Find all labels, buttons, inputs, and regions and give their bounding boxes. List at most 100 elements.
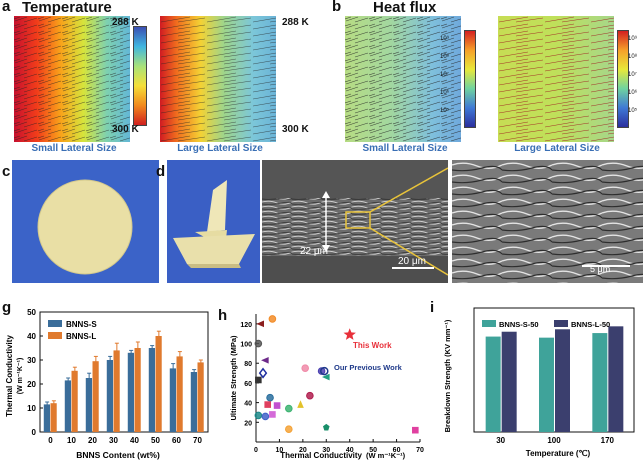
temperature-colorbar-left-bottom-label: 300 K (112, 124, 139, 135)
g-bar-0-3 (106, 360, 113, 432)
g-bar-0-5 (148, 348, 155, 432)
i-xtick-label-1: 100 (547, 436, 561, 445)
h-point-1 (268, 315, 277, 323)
heatflux-colorbar-right (617, 30, 629, 128)
i-xlabel: Temperature (℃) (526, 449, 591, 458)
heatflux-tick-right-4: 10⁵ (628, 108, 638, 114)
h-this-work-label: This Work (353, 341, 392, 350)
h-point-9 (254, 411, 263, 420)
h-ytick-label-6: 120 (240, 322, 252, 329)
chart-h: Ultimate Strength (MPa) Thermal Conducti… (229, 314, 424, 460)
g-bar-0-4 (127, 352, 134, 432)
g-ytick-label-0: 0 (32, 428, 37, 437)
g-legend-swatch-1 (48, 332, 62, 339)
temperature-caption-large: Large Lateral Size (177, 143, 263, 154)
g-legend-swatch-0 (48, 320, 62, 327)
h-xtick-label-4: 40 (346, 447, 354, 454)
sem-zoom (452, 160, 643, 283)
sem-cross-section-svg (262, 160, 448, 283)
temperature-colorbar-top-label: 288 K (282, 17, 309, 28)
panel-label-d: d (156, 163, 166, 180)
i-bar-1-0 (501, 331, 517, 432)
g-xtick-label-2: 20 (88, 436, 97, 445)
g-bar-1-0 (50, 403, 57, 432)
photo-boat-svg (173, 180, 255, 268)
temperature-map-large-svg (160, 16, 276, 142)
h-point-15 (301, 364, 309, 372)
i-bar-1-2 (608, 326, 624, 432)
h-point-13 (285, 425, 293, 433)
g-ylabel-unit: (W m⁻¹K⁻¹) (17, 358, 24, 395)
g-xtick-label-4: 40 (130, 436, 139, 445)
h-point-4 (258, 367, 268, 379)
temperature-map-small-svg (14, 16, 130, 142)
g-xtick-label-7: 70 (193, 436, 202, 445)
temperature-colorbar-bottom-label: 300 K (282, 124, 309, 135)
heatflux-tick-right-3: 10⁶ (628, 90, 638, 96)
heatflux-tick-right-2: 10⁷ (628, 72, 637, 78)
photo-disc-svg (37, 179, 133, 275)
h-xtick-label-7: 70 (416, 447, 424, 454)
g-ytick-label-5: 50 (27, 308, 36, 317)
heatflux-map-small (345, 16, 461, 142)
heatflux-tick-left-4: 10⁵ (440, 108, 450, 114)
g-xtick-label-6: 60 (172, 436, 181, 445)
heatflux-map-small-svg (345, 16, 461, 142)
g-ytick-label-4: 40 (27, 332, 36, 341)
h-point-17 (317, 367, 326, 375)
heatflux-map-large-svg (498, 16, 614, 142)
i-bar-1-1 (555, 329, 570, 432)
heatflux-tick-left-3: 10⁶ (440, 90, 450, 96)
panel-label-g: g (2, 299, 12, 316)
g-xtick-label-3: 30 (109, 436, 118, 445)
h-ylabel: Ultimate Strength (MPa) (229, 335, 238, 421)
h-xtick-label-5: 50 (369, 447, 377, 454)
g-bar-1-4 (134, 348, 141, 432)
h-xtick-label-2: 20 (299, 447, 307, 454)
h-previous-work-marker (320, 366, 329, 376)
i-bar-0-2 (592, 333, 608, 432)
g-bar-0-7 (190, 372, 197, 432)
h-point-3 (261, 356, 269, 364)
panel-label-h: h (218, 307, 228, 324)
h-previous-work-label: Our Previous Work (334, 363, 403, 372)
g-xtick-label-5: 50 (151, 436, 160, 445)
h-ytick-label-5: 100 (240, 342, 252, 349)
h-point-0 (256, 320, 264, 328)
heatflux-tick-right-0: 10⁹ (628, 36, 638, 42)
h-point-20 (412, 426, 419, 434)
h-ytick-label-1: 20 (244, 420, 252, 427)
sem-zoom-svg (452, 160, 643, 283)
g-legend-label-0: BNNS-S (66, 320, 97, 329)
g-bar-0-0 (43, 404, 50, 432)
g-ytick-label-2: 20 (27, 380, 36, 389)
heatflux-colorbar-left (464, 30, 476, 128)
i-xtick-label-2: 170 (601, 436, 615, 445)
h-point-14 (297, 400, 304, 408)
heatflux-tick-left-2: 10⁷ (440, 72, 449, 78)
h-ytick-label-2: 40 (244, 401, 252, 408)
h-point-18 (321, 373, 330, 381)
g-xlabel: BNNS Content (wt%) (76, 450, 160, 460)
h-point-11 (269, 411, 276, 418)
sem-zoom-scale-bar-label: 5 μm (590, 264, 611, 274)
h-xtick-label-3: 30 (322, 447, 330, 454)
chart-g: Thermal Conductivity (W m⁻¹K⁻¹) BNNS Con… (5, 308, 209, 460)
h-xtick-label-0: 0 (254, 447, 258, 454)
h-xtick-label-1: 10 (276, 447, 284, 454)
sem-cross-section (262, 160, 448, 283)
h-xlabel-unit: (W m⁻¹K⁻¹) (366, 451, 406, 460)
i-legend-swatch-1 (554, 320, 568, 327)
h-point-19 (322, 423, 330, 431)
i-bar-0-1 (539, 337, 554, 432)
sem-scale-bar-label: 20 μm (398, 256, 426, 267)
g-legend-label-1: BNNS-L (66, 332, 96, 341)
g-bar-1-6 (176, 356, 183, 432)
g-bar-0-1 (64, 380, 71, 432)
heatflux-caption-large: Large Lateral Size (514, 143, 600, 154)
g-bar-0-6 (169, 368, 176, 432)
h-point-8 (273, 402, 281, 409)
g-xtick-label-1: 10 (67, 436, 76, 445)
heatflux-caption-small: Small Lateral Size (362, 143, 448, 154)
h-point-7 (264, 401, 272, 408)
